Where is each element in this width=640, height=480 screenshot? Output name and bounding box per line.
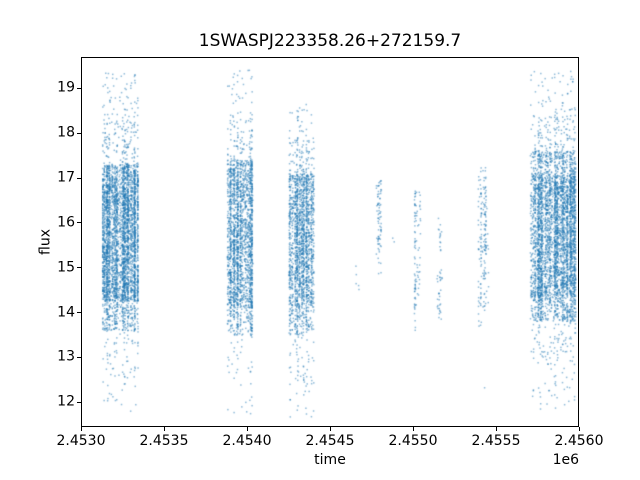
x-tick-mark: [246, 427, 248, 431]
x-tick-label: 2.4535: [139, 433, 189, 449]
y-tick-label: 16: [57, 214, 75, 231]
x-tick-label: 2.4545: [305, 433, 355, 449]
y-tick-label: 14: [57, 304, 75, 321]
x-tick-mark: [329, 427, 331, 431]
x-tick-label: 2.4540: [222, 433, 272, 449]
x-tick-label: 2.4550: [388, 433, 438, 449]
x-tick-mark: [412, 427, 414, 431]
x-tick-mark: [163, 427, 165, 431]
y-tick-label: 19: [57, 79, 75, 96]
x-tick-label: 2.4530: [56, 433, 106, 449]
x-tick-mark: [578, 427, 580, 431]
x-tick-label: 2.4560: [554, 433, 604, 449]
x-tick-label: 2.4555: [471, 433, 521, 449]
x-axis-label: time: [314, 452, 346, 468]
y-tick-mark: [77, 401, 81, 403]
y-tick-label: 12: [57, 393, 75, 410]
y-tick-mark: [77, 267, 81, 269]
y-tick-label: 15: [57, 259, 75, 276]
y-tick-mark: [77, 222, 81, 224]
scatter-plot-area: [81, 57, 579, 427]
y-tick-mark: [77, 177, 81, 179]
y-tick-mark: [77, 356, 81, 358]
y-tick-mark: [77, 132, 81, 134]
y-tick-label: 18: [57, 124, 75, 141]
x-tick-mark: [80, 427, 82, 431]
y-tick-mark: [77, 312, 81, 314]
y-axis-label: flux: [37, 229, 54, 255]
chart-title: 1SWASPJ223358.26+272159.7: [198, 31, 462, 51]
x-tick-mark: [495, 427, 497, 431]
y-tick-label: 17: [57, 169, 75, 186]
y-tick-label: 13: [57, 348, 75, 365]
x-axis-offset-label: 1e6: [552, 452, 579, 468]
y-tick-mark: [77, 87, 81, 89]
